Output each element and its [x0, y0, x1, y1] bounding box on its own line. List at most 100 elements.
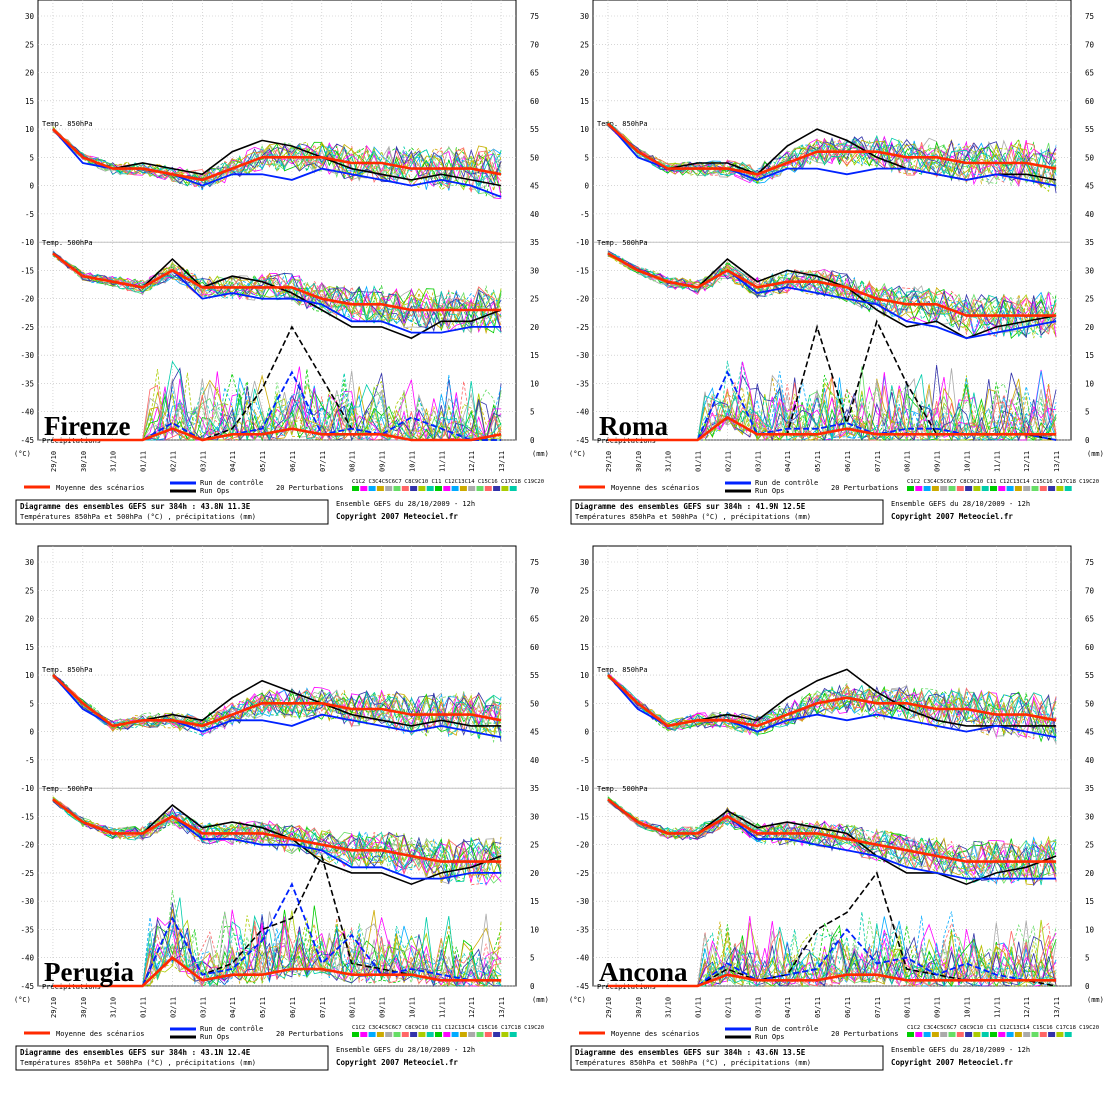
- x-tick: 09/11: [934, 451, 942, 472]
- x-tick: 09/11: [379, 451, 387, 472]
- unit-left: (°C): [14, 996, 31, 1004]
- y-tick-right: 65: [530, 69, 539, 78]
- legend-control-label: Run de contrôle: [755, 479, 818, 487]
- footer-box: [570, 1045, 884, 1071]
- y-tick-right: 25: [530, 841, 539, 850]
- perturbation-line: [607, 123, 1057, 187]
- y-tick-right: 0: [1085, 436, 1090, 445]
- y-tick-right: 20: [1085, 869, 1095, 878]
- x-tick: 05/11: [814, 451, 822, 472]
- mean-line: [52, 798, 502, 863]
- x-tick: 09/11: [934, 997, 942, 1018]
- chart-svg: 302520151050-5-10-15-20-25-30-35-40-4575…: [14, 0, 549, 525]
- y-tick-right: 55: [530, 125, 539, 134]
- legend-perturbation-swatch: [352, 1032, 359, 1037]
- perturbation-line: [52, 126, 502, 192]
- legend-perturbation-swatch: [1031, 486, 1039, 491]
- legend-perturbation-swatch: [493, 1032, 501, 1037]
- legend-perturbation-swatch: [476, 486, 484, 491]
- y-tick-left: 20: [580, 615, 590, 624]
- legend-mean-label: Moyenne des scénarios: [611, 1030, 700, 1038]
- x-tick: 13/11: [498, 451, 506, 472]
- perturbation-line: [607, 125, 1057, 185]
- legend-perturbation-numbers: C1C2 C3C4C5C6C7 C8C9C10 C11 C12C13C14 C1…: [352, 1025, 544, 1031]
- y-tick-right: 0: [530, 982, 535, 991]
- x-tick: 13/11: [498, 997, 506, 1018]
- x-tick: 31/10: [110, 451, 118, 472]
- x-tick: 31/10: [665, 451, 673, 472]
- y-tick-right: 75: [1085, 558, 1094, 567]
- y-tick-right: 45: [1085, 728, 1094, 737]
- y-tick-left: 20: [25, 69, 35, 78]
- perturbation-line: [607, 933, 1057, 988]
- x-tick: 03/11: [199, 451, 207, 472]
- y-tick-right: 0: [1085, 982, 1090, 991]
- y-tick-right: 20: [530, 869, 540, 878]
- x-tick: 06/11: [289, 451, 297, 472]
- y-tick-left: 25: [25, 40, 34, 49]
- x-tick: 29/10: [605, 997, 613, 1018]
- mean-line: [52, 674, 502, 728]
- legend-perturbation-swatch: [418, 1032, 426, 1037]
- perturbation-line: [52, 127, 502, 191]
- mean-line: [607, 122, 1057, 176]
- legend-perturbation-swatch: [1048, 1032, 1056, 1037]
- y-tick-left: 5: [29, 699, 34, 708]
- legend-perturbation-swatch: [1056, 486, 1064, 491]
- y-tick-left: 15: [25, 643, 34, 652]
- perturbation-line: [607, 122, 1057, 189]
- legend-control-label: Run de contrôle: [200, 479, 263, 487]
- label-850hpa: Temp. 850hPa: [597, 120, 648, 128]
- x-tick: 31/10: [110, 997, 118, 1018]
- x-tick: 01/11: [695, 997, 703, 1018]
- legend-perturbation-swatch: [476, 1032, 484, 1037]
- ops-run-line: [52, 128, 502, 187]
- legend-perturbation-swatch: [509, 486, 517, 491]
- perturbation-line: [52, 130, 502, 190]
- y-tick-right: 5: [1085, 954, 1090, 963]
- legend-perturbation-swatch: [443, 1032, 451, 1037]
- y-tick-right: 40: [1085, 756, 1095, 765]
- legend-perturbation-swatch: [352, 486, 359, 491]
- y-tick-left: 25: [580, 586, 589, 595]
- legend-mean-label: Moyenne des scénarios: [56, 484, 145, 492]
- legend-perturbation-swatch: [1048, 486, 1056, 491]
- legend-perturbation-swatch: [981, 486, 989, 491]
- legend-perturbation-swatch: [981, 1032, 989, 1037]
- x-tick: 07/11: [874, 451, 882, 472]
- x-tick: 11/11: [438, 997, 446, 1018]
- x-tick: 05/11: [259, 997, 267, 1018]
- y-tick-left: -20: [20, 841, 34, 850]
- x-tick: 08/11: [349, 997, 357, 1018]
- perturbation-line: [607, 922, 1057, 987]
- y-tick-left: 25: [580, 40, 589, 49]
- legend-perturbation-swatch: [468, 486, 476, 491]
- y-tick-right: 15: [530, 351, 539, 360]
- x-tick: 03/11: [754, 451, 762, 472]
- y-tick-left: -45: [20, 982, 34, 991]
- legend-perturbation-swatch: [484, 486, 492, 491]
- y-tick-left: -10: [20, 784, 34, 793]
- legend-perturbation-swatch: [1006, 1032, 1014, 1037]
- label-500hpa: Temp. 500hPa: [597, 239, 648, 247]
- legend-perturbation-swatch: [459, 1032, 467, 1037]
- y-tick-left: 30: [580, 558, 590, 567]
- x-tick: 01/11: [695, 451, 703, 472]
- legend-perturbation-numbers: C1C2 C3C4C5C6C7 C8C9C10 C11 C12C13C14 C1…: [907, 1025, 1099, 1031]
- y-tick-left: -10: [20, 238, 34, 247]
- x-tick: 04/11: [784, 997, 792, 1018]
- perturbation-line: [607, 124, 1057, 192]
- perturbation-line: [52, 381, 502, 442]
- x-tick: 12/11: [468, 451, 476, 472]
- x-tick: 02/11: [169, 451, 177, 472]
- legend-perturbation-swatch: [931, 486, 939, 491]
- y-tick-right: 70: [1085, 586, 1095, 595]
- perturbation-line: [607, 251, 1057, 339]
- legend-perturbation-swatch: [376, 486, 384, 491]
- legend-perturbations-label: 20 Perturbations: [276, 484, 343, 492]
- legend-perturbation-swatch: [915, 486, 923, 491]
- legend-perturbation-swatch: [368, 1032, 376, 1037]
- y-tick-right: 25: [1085, 295, 1094, 304]
- legend-perturbation-swatch: [426, 1032, 434, 1037]
- legend-perturbation-swatch: [915, 1032, 923, 1037]
